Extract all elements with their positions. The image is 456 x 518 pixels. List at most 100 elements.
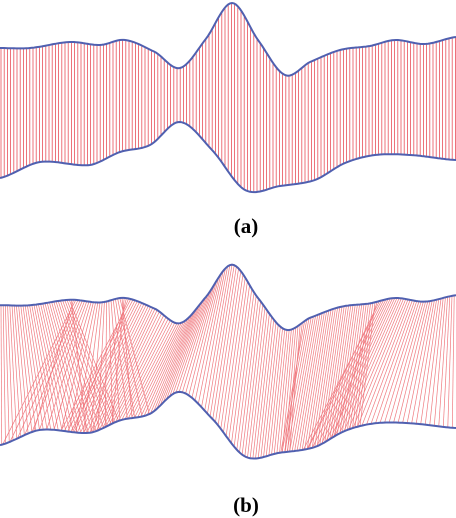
panel-b (0, 263, 456, 460)
link-line (16, 305, 29, 434)
link-line (429, 297, 444, 426)
link-line (166, 299, 204, 400)
link-line (131, 323, 180, 419)
link-line (294, 314, 319, 452)
link-line (287, 325, 299, 452)
link-line (209, 265, 235, 417)
link-line (140, 320, 187, 417)
link-line (51, 301, 89, 433)
link-line (22, 305, 40, 431)
bottom-curve (0, 120, 456, 194)
link-line (86, 305, 149, 434)
link-line (331, 305, 352, 438)
link-line (66, 299, 116, 423)
link-line (188, 277, 220, 396)
link-line (329, 305, 349, 440)
link-line (127, 323, 178, 419)
link-line (271, 329, 286, 455)
link-line (357, 299, 409, 427)
link-line (233, 292, 255, 447)
link-line (321, 298, 391, 445)
link-line (325, 298, 393, 442)
link-line (257, 319, 275, 459)
top-curve (0, 263, 456, 332)
link-line (169, 297, 206, 397)
link-line (299, 312, 323, 451)
link-line (342, 304, 360, 433)
link-line (302, 300, 382, 450)
link-line (304, 311, 327, 450)
link-line (334, 297, 398, 437)
link-line (207, 264, 233, 414)
link-line (273, 329, 288, 454)
link-line (215, 268, 239, 423)
link-line (95, 308, 156, 432)
link-line (20, 305, 37, 431)
link-line (121, 321, 173, 421)
link-line (252, 313, 270, 459)
link-line (281, 328, 294, 453)
link-line (402, 300, 431, 423)
link-line (239, 298, 259, 453)
link-line (27, 305, 48, 430)
link-line (115, 318, 169, 423)
link-line (99, 309, 158, 430)
link-line (7, 305, 14, 441)
link-line (307, 299, 385, 450)
link-line (438, 296, 448, 427)
link-line (379, 301, 420, 423)
link-line (348, 298, 404, 430)
link-line (306, 310, 330, 450)
link-line (46, 301, 90, 430)
link-line (316, 298, 389, 447)
link-line (247, 307, 266, 458)
link-line (153, 310, 195, 412)
link-line (204, 265, 231, 411)
link-line (64, 299, 134, 432)
link-line (73, 301, 140, 433)
link-line (79, 303, 145, 434)
link-line (90, 302, 103, 433)
link-line (2, 305, 6, 444)
link-line (223, 277, 246, 433)
top-curve (0, 1, 456, 77)
link-line (280, 320, 305, 453)
link-line (375, 300, 418, 424)
link-line (68, 299, 119, 421)
link-line (225, 281, 248, 437)
link-line (393, 301, 426, 423)
link-line (289, 324, 301, 452)
link-line (108, 315, 165, 426)
link-line (420, 299, 440, 425)
link-line (433, 297, 446, 426)
link-line (150, 313, 193, 414)
link-line (111, 316, 167, 424)
link-line (178, 287, 213, 392)
link-line (191, 273, 222, 398)
link-line (17, 300, 81, 439)
link-line (46, 302, 82, 434)
link-line (339, 297, 400, 434)
link-line (361, 299, 411, 426)
link-line (134, 322, 182, 418)
link-line (291, 315, 316, 452)
link-line (281, 319, 308, 453)
link-line (388, 301, 424, 423)
link-line (118, 320, 171, 422)
link-line (330, 297, 396, 439)
link-line (228, 284, 250, 440)
link-line (194, 270, 224, 401)
link-line (53, 301, 92, 430)
link-line (286, 317, 312, 452)
link-line (11, 305, 21, 437)
link-line (67, 300, 136, 432)
link-line (244, 304, 264, 457)
link-line (143, 318, 189, 417)
bottom-curve (0, 390, 456, 460)
link-line (124, 322, 176, 420)
link-line (197, 268, 226, 404)
link-line (13, 305, 25, 436)
link-line (68, 302, 96, 432)
link-line (370, 300, 415, 424)
